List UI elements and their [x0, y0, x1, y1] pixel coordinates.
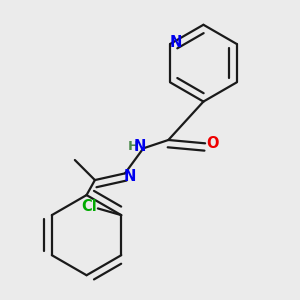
Text: Cl: Cl [82, 199, 98, 214]
Text: H: H [128, 140, 139, 153]
Text: N: N [170, 35, 182, 50]
Text: O: O [206, 136, 219, 151]
Text: N: N [134, 139, 146, 154]
Text: N: N [124, 169, 136, 184]
